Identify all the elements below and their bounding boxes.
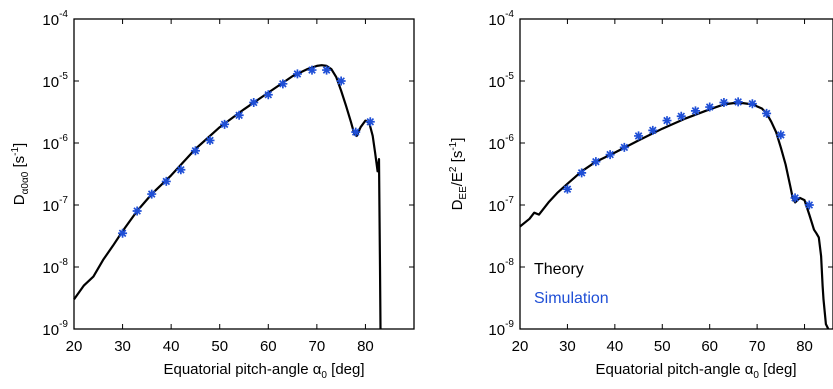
left-simulation-point xyxy=(132,206,142,216)
left-simulation-point xyxy=(234,110,244,120)
right-plot-frame xyxy=(519,18,833,330)
right-y-label-exp: -1 xyxy=(448,141,459,150)
right-x-tick-label: 30 xyxy=(559,338,576,355)
right-x-label-main: Equatorial pitch-angle α xyxy=(595,361,753,378)
right-simulation-point xyxy=(562,184,572,194)
left-simulation-point xyxy=(161,176,171,186)
right-simulation-point xyxy=(662,116,672,126)
left-x-label-unit: [deg] xyxy=(327,361,365,378)
left-simulation-point xyxy=(365,117,375,127)
right-simulation-point xyxy=(776,130,786,140)
right-x-tick-label: 40 xyxy=(607,338,624,355)
right-y-tick-label: 10-8 xyxy=(488,257,514,277)
left-simulation-point xyxy=(292,69,302,79)
left-y-label-exp: -1 xyxy=(10,147,21,156)
left-x-tick-label: 30 xyxy=(114,338,131,355)
left-y-label-sub: α0α0 xyxy=(20,171,31,194)
right-y-tick-label: 10-4 xyxy=(488,9,514,29)
left-x-ticks: 20 30 40 50 60 70 80 xyxy=(66,19,374,355)
right-y-label-e-exp: 2 xyxy=(448,166,459,172)
right-simulation-point xyxy=(747,99,757,109)
right-x-label-unit: [deg] xyxy=(759,361,797,378)
right-y-label-unit: [s xyxy=(449,151,466,167)
left-x-tick-label: 70 xyxy=(309,338,326,355)
left-simulation-point xyxy=(263,90,273,100)
right-y-tick-label: 10-7 xyxy=(488,195,514,215)
right-simulation-point xyxy=(634,131,644,141)
right-x-label-sub: 0 xyxy=(753,370,759,381)
left-y-label-unit: [s xyxy=(11,156,28,172)
left-simulation-markers xyxy=(118,65,375,238)
right-x-tick-label: 60 xyxy=(701,338,718,355)
right-x-tick-label: 50 xyxy=(654,338,671,355)
right-y-axis-label: DEE/E2 [s-1] xyxy=(448,138,469,211)
right-simulation-point xyxy=(762,108,772,118)
right-simulation-point xyxy=(705,102,715,112)
left-simulation-point xyxy=(220,119,230,129)
right-y-tick-label: 10-6 xyxy=(488,133,514,153)
left-x-label-main: Equatorial pitch-angle α xyxy=(163,361,321,378)
left-y-tick-label: 10-6 xyxy=(42,133,68,153)
legend-theory: Theory xyxy=(534,261,584,278)
right-simulation-point xyxy=(733,97,743,107)
left-y-tick-label: 10-4 xyxy=(42,9,68,29)
left-y-label-d: D xyxy=(11,194,28,205)
right-simulation-point xyxy=(719,98,729,108)
right-simulation-point xyxy=(804,200,814,210)
right-y-label-sub: EE xyxy=(458,186,469,200)
left-x-tick-label: 40 xyxy=(163,338,180,355)
right-simulation-point xyxy=(690,106,700,116)
left-simulation-point xyxy=(336,76,346,86)
right-x-ticks: 20 30 40 50 60 70 80 xyxy=(512,19,813,355)
left-x-tick-label: 20 xyxy=(66,338,83,355)
left-y-axis-label: Dα0α0 [s-1] xyxy=(10,143,31,205)
right-y-label-d: D xyxy=(449,199,466,210)
left-plot-frame xyxy=(73,18,415,330)
left-theory-line xyxy=(73,64,382,330)
left-simulation-point xyxy=(176,165,186,175)
left-simulation-point xyxy=(118,228,128,238)
right-x-tick-label: 70 xyxy=(749,338,766,355)
left-simulation-point xyxy=(249,98,259,108)
left-x-tick-label: 50 xyxy=(211,338,228,355)
left-x-axis-label: Equatorial pitch-angle α0 [deg] xyxy=(163,361,364,381)
right-simulation-markers xyxy=(562,97,814,210)
right-x-tick-label: 20 xyxy=(512,338,529,355)
left-simulation-point xyxy=(205,135,215,145)
left-y-tick-label: 10-7 xyxy=(42,195,68,215)
right-y-tick-label: 10-5 xyxy=(488,71,514,91)
left-simulation-point xyxy=(351,127,361,137)
left-y-tick-label: 10-8 xyxy=(42,257,68,277)
right-simulation-point xyxy=(619,142,629,152)
right-simulation-point xyxy=(790,193,800,203)
left-simulation-point xyxy=(322,65,332,75)
right-y-label-close: ] xyxy=(449,138,466,142)
left-y-tick-label: 10-5 xyxy=(42,71,68,91)
left-y-ticks: 10-9 10-8 10-7 10-6 10-5 10-4 xyxy=(42,9,414,339)
right-simulation-point xyxy=(591,157,601,167)
left-simulation-point xyxy=(278,79,288,89)
left-x-tick-label: 80 xyxy=(357,338,374,355)
right-x-tick-label: 80 xyxy=(796,338,813,355)
right-y-tick-label: 10-9 xyxy=(488,319,514,339)
right-y-ticks: 10-9 10-8 10-7 10-6 10-5 10-4 xyxy=(488,9,833,339)
right-x-axis-label: Equatorial pitch-angle α0 [deg] xyxy=(595,361,796,381)
right-simulation-point xyxy=(577,168,587,178)
left-simulation-point xyxy=(147,189,157,199)
legend-simulation: Simulation xyxy=(534,290,609,307)
right-chart: 20 30 40 50 60 70 80 10-910-810-710-610-510-4 … xyxy=(448,9,833,381)
left-y-tick-label: 10-9 xyxy=(42,319,68,339)
left-simulation-point xyxy=(307,65,317,75)
left-chart: 20 30 40 50 60 70 80 10-910-810-710-610-510-4 … xyxy=(10,9,415,381)
left-y-label-close: ] xyxy=(11,143,28,147)
right-y-label-e: /E xyxy=(449,172,466,186)
left-x-label-sub: 0 xyxy=(321,370,327,381)
right-simulation-point xyxy=(648,125,658,135)
right-simulation-point xyxy=(676,111,686,121)
left-simulation-point xyxy=(190,146,200,156)
left-x-tick-label: 60 xyxy=(260,338,277,355)
right-simulation-point xyxy=(605,150,615,160)
